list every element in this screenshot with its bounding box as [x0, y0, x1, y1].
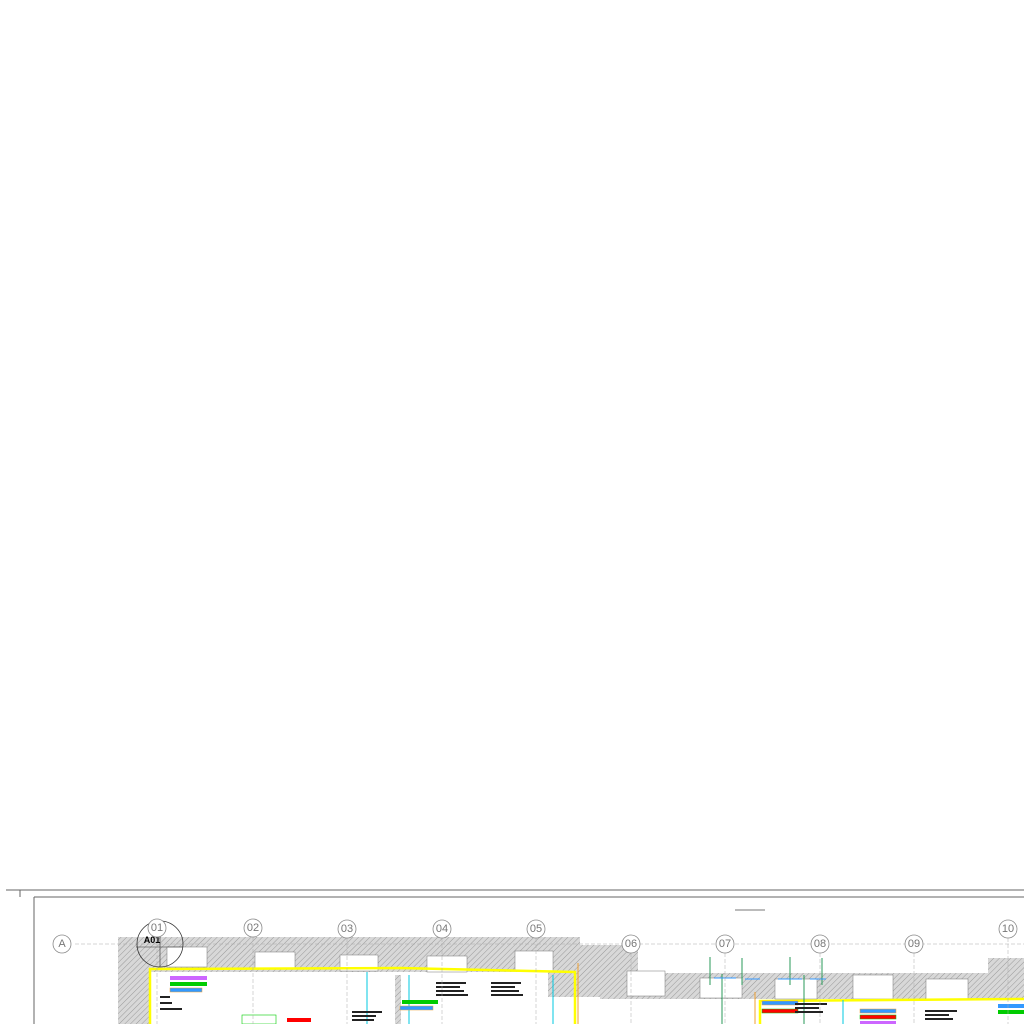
row-axis-a: A — [52, 934, 72, 954]
column-axis-label: 08 — [814, 938, 826, 950]
sheet-frame — [6, 889, 1024, 1024]
column-axis-label: 05 — [530, 923, 542, 935]
column-axis-bubble — [243, 918, 263, 938]
column-axis-9: 09 — [904, 934, 924, 1024]
column-axis-7: 07 — [715, 934, 735, 1024]
annotation-tags — [169, 976, 1024, 1024]
row-axis-label: A — [58, 938, 66, 950]
column-axis-bubble — [998, 919, 1018, 939]
column-axis-bubble — [337, 919, 357, 939]
column-axis-bubble — [526, 919, 546, 939]
column-axis-label: 01 — [151, 922, 163, 934]
column-axis-label: 07 — [719, 938, 731, 950]
column-axis-2: 02 — [243, 918, 263, 1024]
column-axis-bubble — [904, 934, 924, 954]
column-axis-bubble — [810, 934, 830, 954]
column-axis-bubble — [432, 919, 452, 939]
detail-marker-label: A01 — [144, 935, 161, 945]
zone-boundary — [148, 966, 577, 1024]
column-axis-1: 01 — [147, 918, 167, 1024]
column-axis-8: 08 — [810, 934, 830, 1024]
column-axis-label: 09 — [908, 938, 920, 950]
column-axis-3: 03 — [337, 919, 357, 1024]
sheet-note — [735, 909, 765, 911]
column-axes: 01 02 03 04 05 06 07 08 09 10 — [147, 918, 1018, 1024]
column-axis-5: 05 — [526, 919, 546, 1024]
column-axis-6: 06 — [621, 934, 641, 1024]
column-axis-label: 06 — [625, 938, 637, 950]
column-axis-bubble — [621, 934, 641, 954]
column-axis-4: 04 — [432, 919, 452, 1024]
pipes — [366, 957, 844, 1024]
column-axis-label: 03 — [341, 923, 353, 935]
column-axis-10: 10 — [998, 919, 1018, 1024]
wall-openings — [166, 946, 969, 1000]
column-axis-bubble — [715, 934, 735, 954]
column-axis-label: 02 — [247, 922, 259, 934]
column-axis-label: 04 — [436, 923, 448, 935]
annotation-text-blocks — [160, 982, 957, 1021]
column-axis-bubble — [147, 918, 167, 938]
column-axis-label: 10 — [1002, 923, 1014, 935]
zone-boundary-2 — [758, 997, 1024, 1024]
